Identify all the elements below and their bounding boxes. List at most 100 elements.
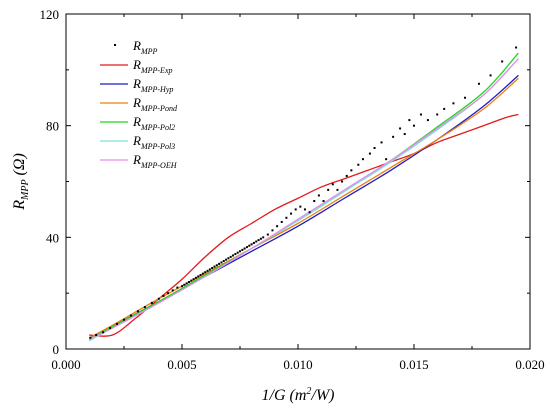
legend-label-main: R [132, 152, 141, 167]
scatter-point [225, 258, 228, 261]
scatter-point [327, 188, 330, 191]
scatter-point [206, 269, 209, 272]
scatter-point [357, 163, 360, 166]
legend-label-main: R [132, 76, 141, 91]
legend-label: RMPP-Hyp [132, 76, 173, 94]
scatter-point [95, 334, 98, 337]
scatter-point [252, 241, 255, 244]
scatter-point [136, 310, 139, 313]
series-line-mpp-pol3 [88, 58, 519, 342]
x-tick-label: 0.020 [515, 357, 544, 372]
legend-label-sub: MPP [140, 47, 158, 56]
scatter-point [313, 200, 316, 203]
scatter-point [199, 274, 202, 277]
scatter-point [241, 248, 244, 251]
scatter-point [322, 200, 325, 203]
legend-marker-scatter [114, 44, 116, 46]
scatter-point [501, 60, 504, 63]
scatter-point [157, 297, 160, 300]
y-axis-title-sub: MPP [20, 179, 31, 201]
scatter-point [220, 261, 223, 264]
scatter-point [392, 135, 395, 138]
scatter-point [185, 282, 188, 285]
scatter-point [129, 314, 132, 317]
scatter-point [192, 278, 195, 281]
scatter-point [204, 271, 207, 274]
scatter-point [123, 318, 125, 321]
x-tick-label: 0.015 [399, 357, 428, 372]
scatter-point [222, 260, 225, 263]
x-axis-title-main: 1/G (m [262, 387, 307, 404]
scatter-point [167, 292, 170, 295]
series-line-mpp-pol2 [88, 52, 519, 340]
legend-label: RMPP-OEH [132, 152, 178, 170]
scatter-point [245, 246, 248, 249]
scatter-point [419, 113, 422, 116]
scatter-point [380, 141, 383, 144]
legend-label-main: R [132, 38, 141, 53]
legend-label: RMPP [132, 38, 158, 56]
scatter-point [183, 283, 186, 286]
scatter-point [243, 247, 246, 250]
axis-titles: 1/G (m2/W)RMPP (Ω) [11, 153, 335, 404]
scatter-point [368, 152, 371, 155]
legend: RMPPRMPP-ExpRMPP-HypRMPP-PondRMPP-Pol2RM… [100, 38, 178, 170]
legend-label-main: R [132, 57, 141, 72]
scatter-point [143, 306, 146, 309]
scatter-point [280, 220, 283, 223]
scatter-point [477, 82, 480, 85]
legend-label: RMPP-Pol2 [132, 114, 175, 132]
axes: 0.000 0.005 0.010 0.015 0.020 0 40 80 120 [40, 7, 545, 372]
scatter-point [234, 253, 237, 256]
scatter-point [89, 336, 92, 339]
y-tick-label: 120 [40, 7, 60, 22]
scatter-point [229, 255, 232, 258]
scatter-point [443, 107, 446, 110]
scatter-point [331, 183, 334, 186]
scatter-point [403, 133, 406, 136]
scatter-point [239, 250, 241, 253]
scatter-point [236, 251, 239, 254]
scatter-point [373, 147, 376, 149]
legend-label-main: R [132, 95, 141, 110]
legend-label-sub: MPP-Pol3 [140, 142, 175, 151]
scatter-point [341, 180, 344, 183]
scatter-point [345, 174, 348, 177]
scatter-point [187, 281, 190, 283]
y-tick-label: 80 [46, 119, 59, 134]
scatter-point [290, 212, 293, 215]
legend-label: RMPP-Pond [132, 95, 178, 113]
scatter-point [190, 279, 193, 282]
scatter-point [317, 194, 320, 197]
x-axis-title: 1/G (m2/W) [262, 386, 335, 404]
scatter-point [257, 239, 260, 242]
scatter-point [294, 208, 297, 211]
y-tick-label: 0 [53, 342, 60, 357]
scatter-point [464, 96, 467, 99]
scatter-point [408, 119, 411, 122]
scatter-point [336, 188, 339, 191]
scatter-point [308, 211, 311, 214]
scatter-point [211, 267, 214, 270]
scatter-point [201, 272, 204, 275]
scatter-point [181, 285, 183, 288]
series-line-mpp-oeh [88, 58, 519, 340]
y-axis-title-main: R [11, 200, 28, 211]
x-tick-label: 0.000 [51, 357, 80, 372]
scatter-point [150, 301, 153, 304]
scatter-point [213, 265, 216, 268]
scatter-point [255, 240, 258, 243]
legend-label-sub: MPP-Exp [140, 66, 173, 75]
legend-label: RMPP-Pol3 [132, 133, 175, 151]
scatter-point [215, 264, 218, 267]
legend-label: RMPP-Exp [132, 57, 173, 75]
legend-label-sub: MPP-OEH [140, 161, 178, 170]
legend-label-main: R [132, 114, 141, 129]
scatter-point [266, 233, 269, 236]
x-axis-title-end: /W) [310, 387, 334, 404]
scatter-point [232, 254, 235, 257]
scatter-point [248, 244, 251, 247]
scatter-point [413, 124, 415, 127]
scatter-point [452, 102, 455, 105]
